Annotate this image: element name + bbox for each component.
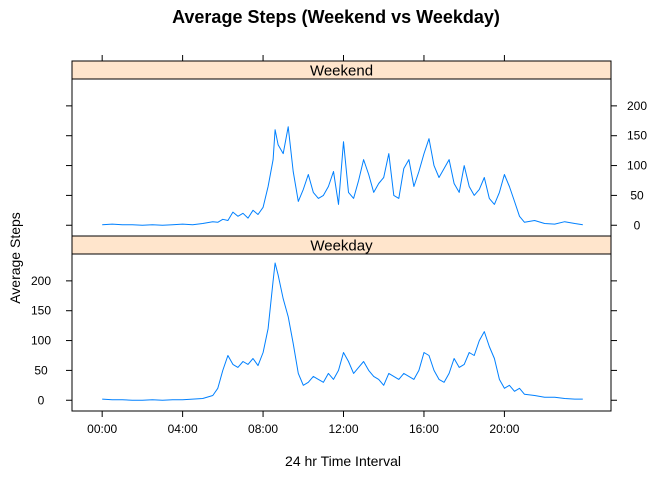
y-tick-label-weekend: 0 [634,218,641,232]
x-tick-label: 12:00 [328,422,358,436]
x-axis-label: 24 hr Time Interval [285,453,401,469]
x-tick-label: 08:00 [248,422,278,436]
y-tick-label-weekend: 150 [627,129,647,143]
y-tick-label-weekend: 100 [627,159,647,173]
series-line-weekday [102,262,583,401]
y-tick-label-weekend: 50 [630,188,644,202]
y-axis-label: Average Steps [7,212,23,304]
plot-area: 00:00 04:00 08:00 12:00 16:00 20:00 Weekend 0 50… [31,55,647,436]
y-tick-label-weekday: 0 [38,393,45,407]
y-tick-label-weekday: 150 [31,304,51,318]
panel-weekday [71,253,612,412]
x-tick-label: 20:00 [489,422,519,436]
strip-label-weekday: Weekday [310,238,373,255]
series-line-weekend [102,126,583,226]
x-tick-label: 00:00 [87,422,117,436]
strip-label-weekend: Weekend [310,63,373,80]
chart-title: Average Steps (Weekend vs Weekday) [172,7,500,27]
y-tick-label-weekday: 200 [31,274,51,288]
x-tick-label: 16:00 [409,422,439,436]
x-tick-label: 04:00 [168,422,198,436]
panel-weekend [71,78,612,237]
y-tick-label-weekend: 200 [627,99,647,113]
y-tick-label-weekday: 50 [34,363,48,377]
y-tick-label-weekday: 100 [31,334,51,348]
